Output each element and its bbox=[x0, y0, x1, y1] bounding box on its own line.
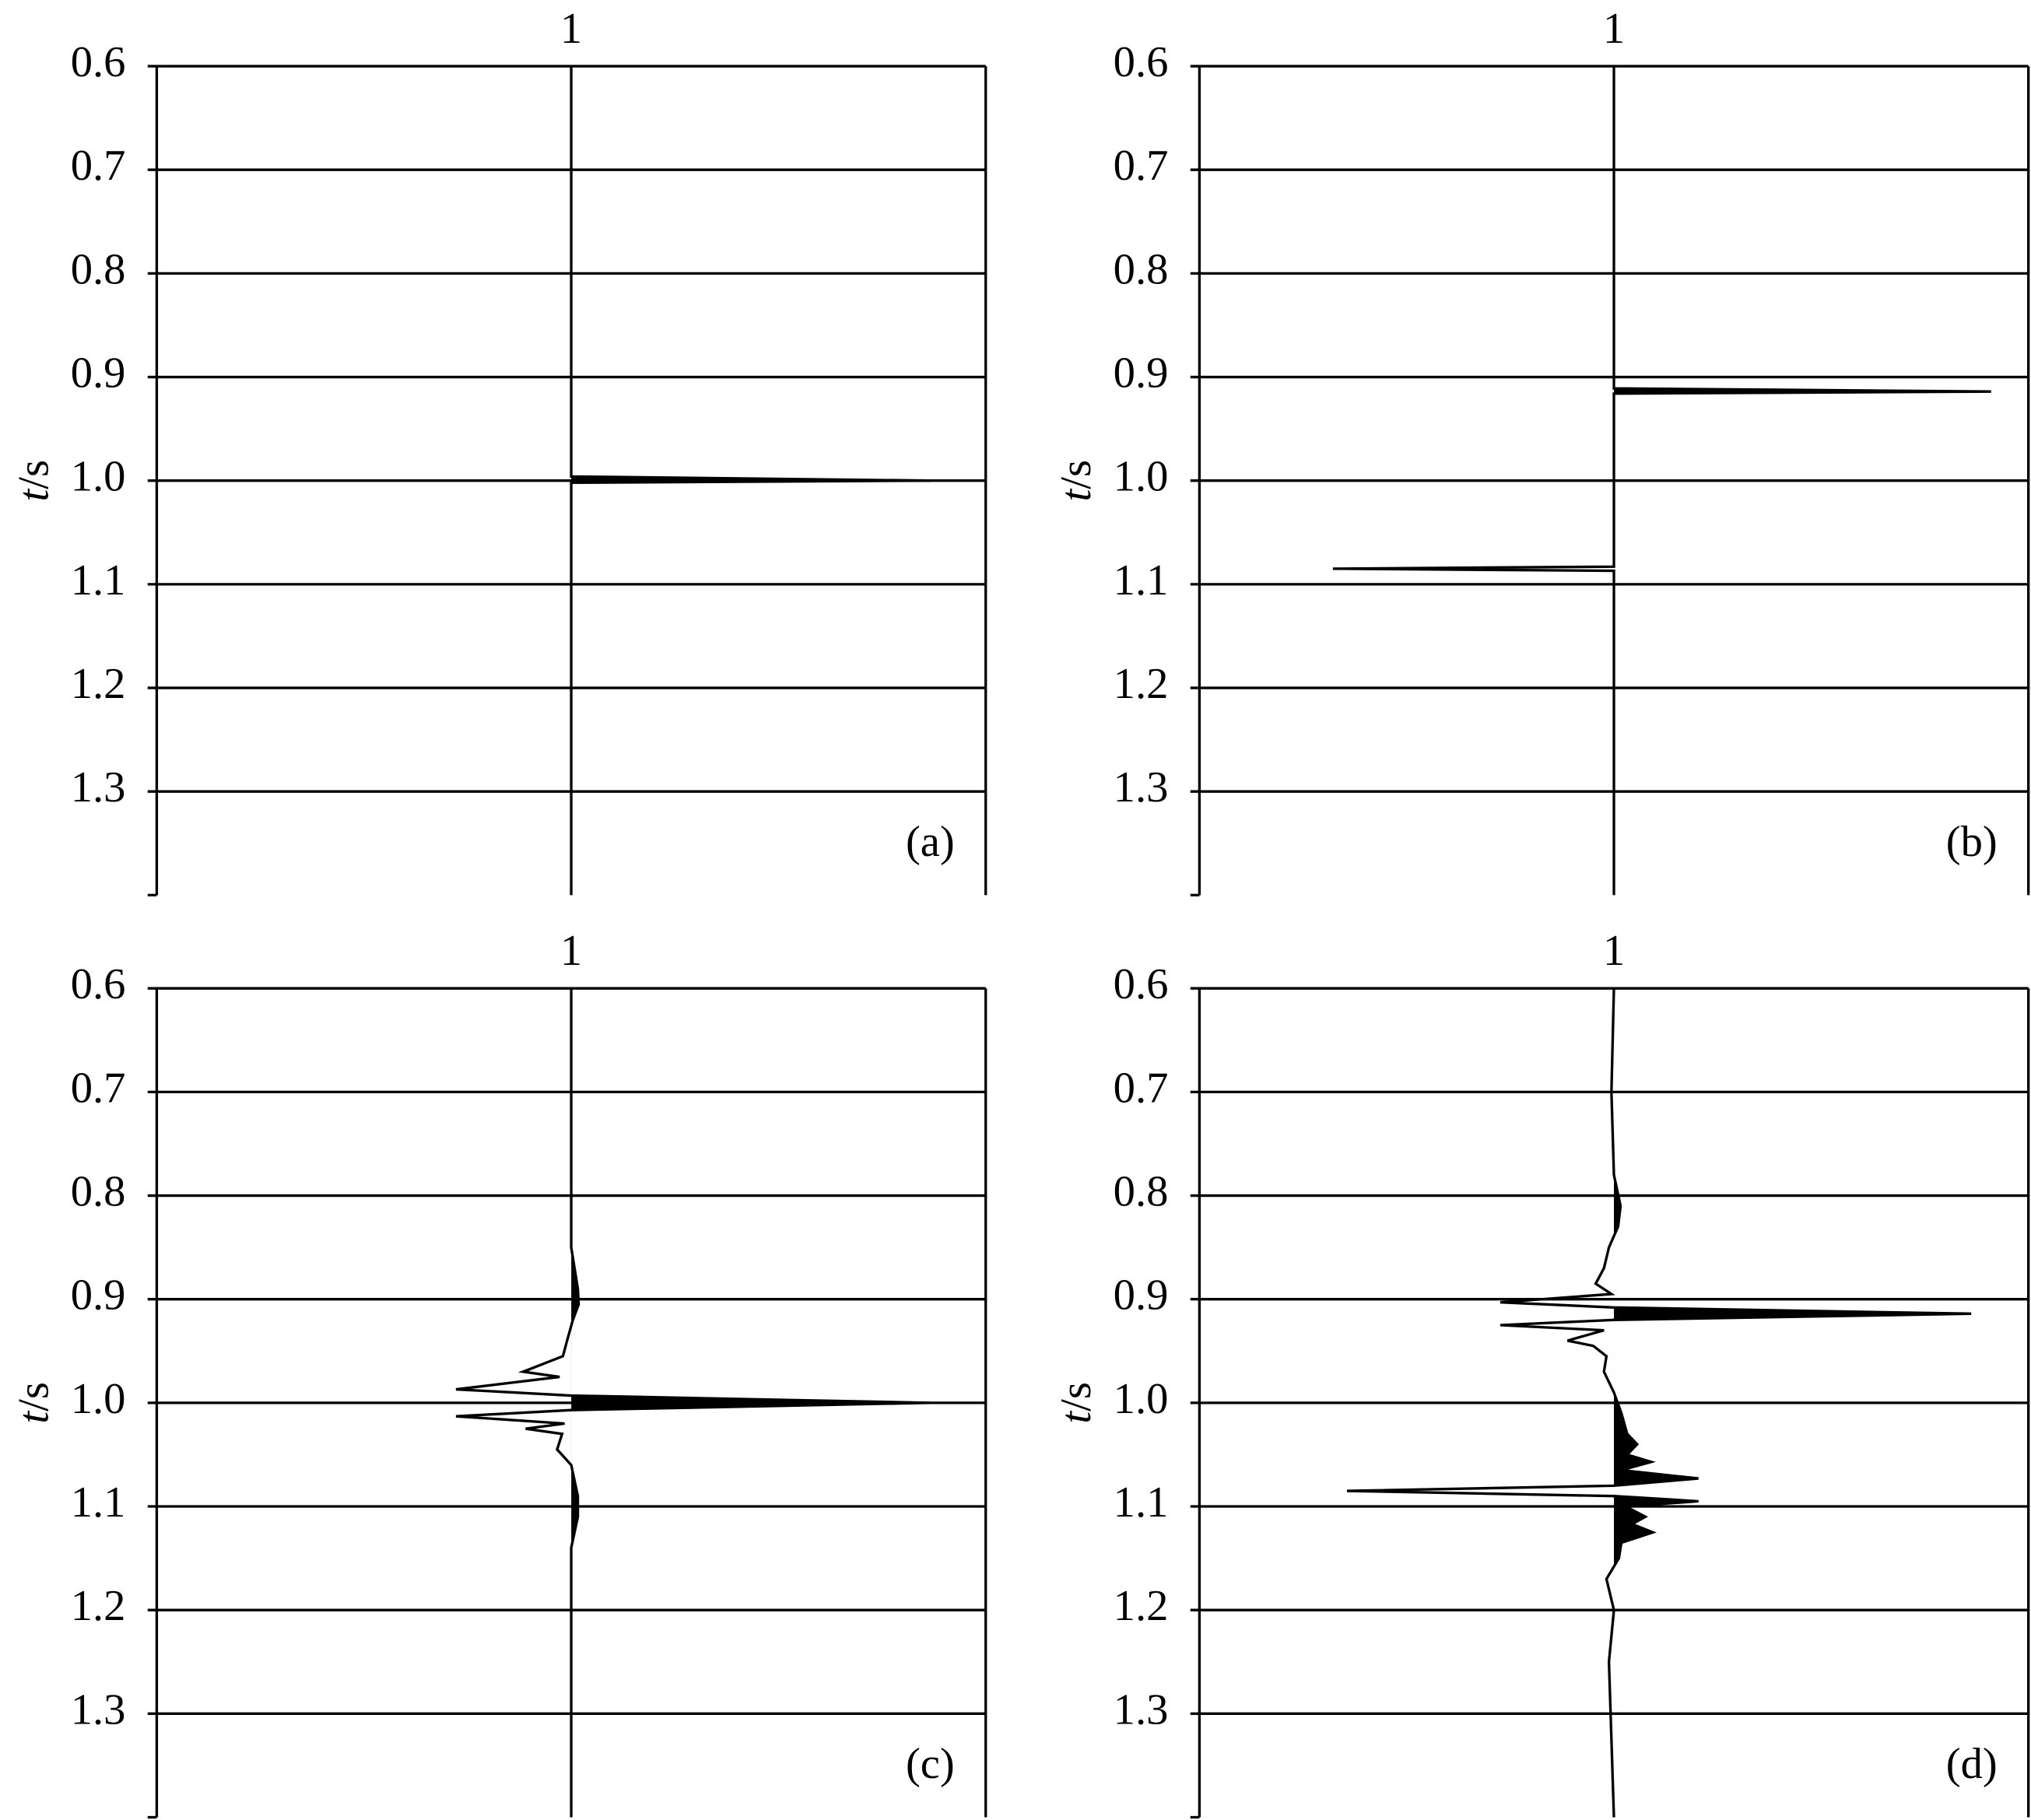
x-tick-label: 1 bbox=[1603, 5, 1625, 53]
y-label-unit: /s bbox=[9, 460, 58, 489]
trace bbox=[1332, 66, 1991, 896]
y-tick-label: 1.3 bbox=[71, 763, 126, 812]
panel-label: (d) bbox=[1946, 1740, 1998, 1788]
y-tick-label: 1.0 bbox=[1114, 1375, 1169, 1423]
panel: 0.6 0.7 0.8 0.9 1.0 1.1 1.2 1.3 1 t/s (c) bbox=[9, 927, 987, 1819]
y-label-symbol: t bbox=[1052, 488, 1100, 501]
y-label-unit: /s bbox=[9, 1382, 58, 1411]
y-tick-label: 0.6 bbox=[71, 38, 126, 86]
y-tick-label: 0.9 bbox=[1114, 1271, 1169, 1320]
panel: 0.6 0.7 0.8 0.9 1.0 1.1 1.2 1.3 1 t/s (b) bbox=[1052, 5, 2030, 897]
y-tick-label: 0.6 bbox=[71, 960, 126, 1008]
y-tick-label: 1.1 bbox=[1114, 556, 1169, 605]
y-tick-label: 0.9 bbox=[71, 349, 126, 398]
y-label-symbol: t bbox=[1052, 1411, 1100, 1424]
y-tick-label: 0.9 bbox=[1114, 349, 1169, 398]
y-tick-label: 1.3 bbox=[1114, 763, 1169, 812]
y-tick-label: 0.8 bbox=[1114, 1168, 1169, 1216]
y-label: t/s bbox=[9, 460, 58, 501]
y-tick-label: 1.2 bbox=[1114, 660, 1169, 708]
y-tick-label: 1.2 bbox=[1114, 1582, 1169, 1630]
x-tick-label: 1 bbox=[560, 927, 582, 975]
y-label-unit: /s bbox=[1052, 460, 1100, 489]
y-tick-label: 1.0 bbox=[71, 1375, 126, 1423]
x-tick-label: 1 bbox=[1603, 927, 1625, 975]
y-tick-label: 1.1 bbox=[71, 1478, 126, 1527]
trace bbox=[1346, 988, 1972, 1818]
y-tick-label: 1.2 bbox=[71, 1582, 126, 1630]
y-label-symbol: t bbox=[9, 1411, 58, 1424]
panel: 0.6 0.7 0.8 0.9 1.0 1.1 1.2 1.3 1 t/s (a) bbox=[9, 5, 987, 897]
y-label-symbol: t bbox=[9, 488, 58, 501]
trace bbox=[570, 66, 931, 896]
y-tick-label: 0.8 bbox=[71, 1168, 126, 1216]
y-label: t/s bbox=[1052, 1382, 1100, 1423]
y-tick-label: 1.1 bbox=[71, 556, 126, 605]
y-label-unit: /s bbox=[1052, 1382, 1100, 1411]
y-tick-label: 1.2 bbox=[71, 660, 126, 708]
y-label: t/s bbox=[1052, 460, 1100, 501]
y-tick-label: 0.8 bbox=[1114, 245, 1169, 293]
y-tick-label: 1.3 bbox=[1114, 1685, 1169, 1734]
y-tick-label: 1.3 bbox=[71, 1685, 126, 1734]
y-tick-label: 0.7 bbox=[1114, 1064, 1169, 1112]
y-tick-label: 0.7 bbox=[71, 142, 126, 190]
x-tick-label: 1 bbox=[560, 5, 582, 53]
panel: 0.6 0.7 0.8 0.9 1.0 1.1 1.2 1.3 1 t/s (d) bbox=[1052, 927, 2030, 1819]
y-tick-label: 0.7 bbox=[1114, 142, 1169, 190]
y-label: t/s bbox=[9, 1382, 58, 1423]
trace bbox=[455, 988, 931, 1818]
y-tick-label: 0.6 bbox=[1114, 960, 1169, 1008]
y-tick-label: 0.8 bbox=[71, 245, 126, 293]
panel-label: (a) bbox=[906, 818, 955, 866]
y-tick-label: 0.6 bbox=[1114, 38, 1169, 86]
panel-label: (c) bbox=[906, 1740, 955, 1788]
y-tick-label: 1.0 bbox=[1114, 453, 1169, 501]
panel-label: (b) bbox=[1946, 818, 1998, 866]
y-tick-label: 0.7 bbox=[71, 1064, 126, 1112]
y-tick-label: 1.0 bbox=[71, 453, 126, 501]
y-tick-label: 0.9 bbox=[71, 1271, 126, 1320]
y-tick-label: 1.1 bbox=[1114, 1478, 1169, 1527]
